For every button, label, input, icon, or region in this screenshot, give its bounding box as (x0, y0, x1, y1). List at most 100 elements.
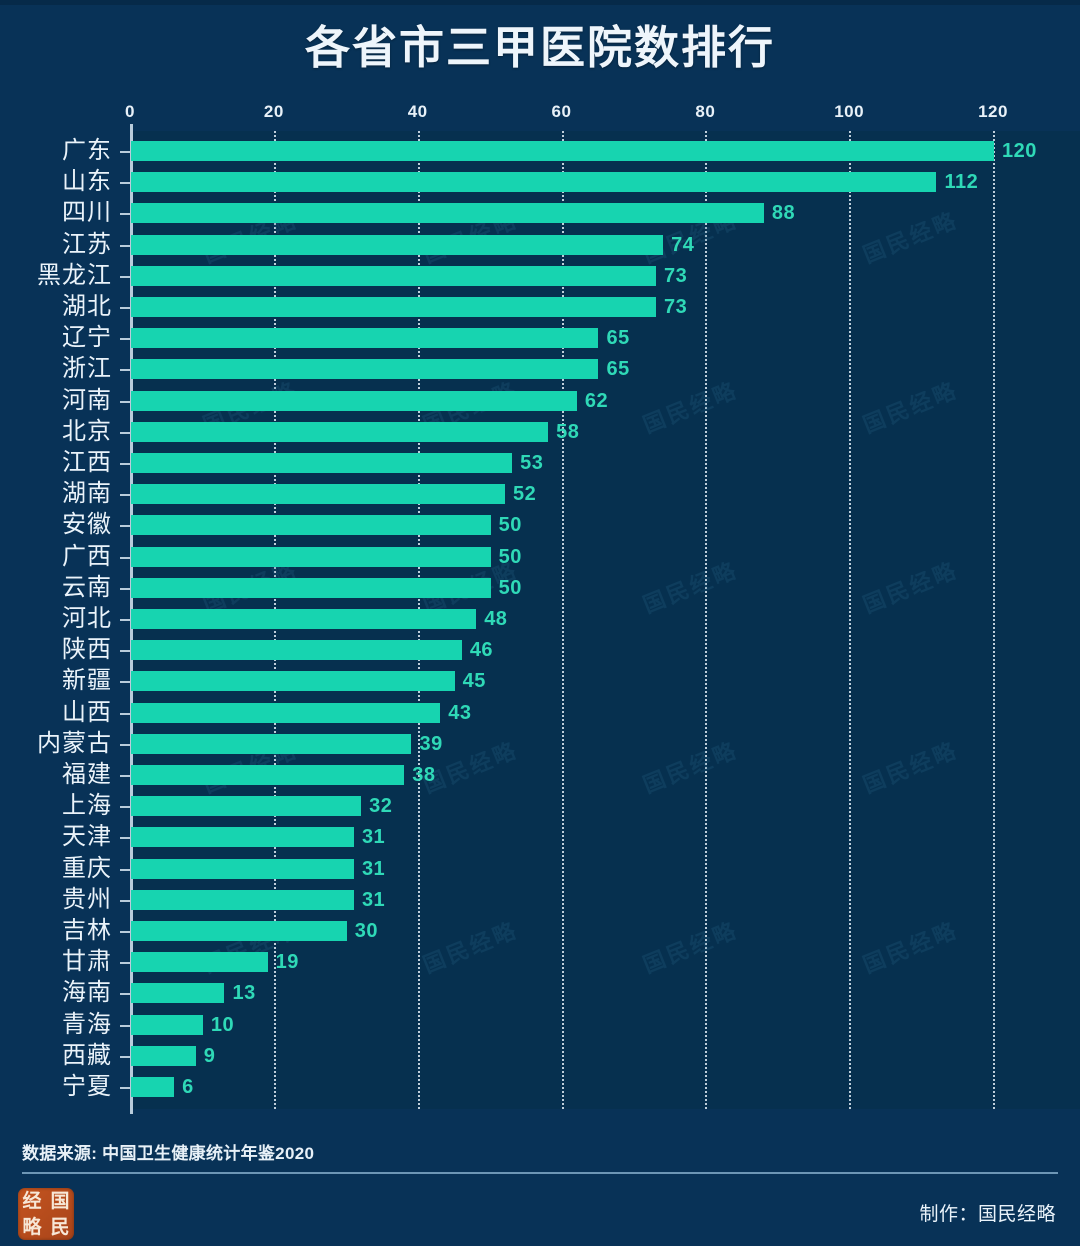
y-tickmark (120, 275, 131, 278)
bar-row: 河北 48 (0, 605, 1080, 632)
bar-row: 广西 50 (0, 543, 1080, 570)
category-label-陕西: 陕西 (62, 636, 112, 664)
bar-重庆[interactable] (131, 858, 354, 879)
bar-陕西[interactable] (131, 640, 462, 661)
bar-福建[interactable] (131, 765, 405, 785)
y-tickmark (120, 1055, 131, 1058)
bar-江西[interactable] (131, 453, 513, 473)
bar-value-广西: 50 (498, 545, 522, 568)
bar-贵州[interactable] (131, 889, 354, 910)
bar-value-安徽: 50 (498, 514, 522, 537)
bar-value-宁夏: 6 (182, 1076, 194, 1098)
bar-row: 甘肃 19 (0, 948, 1080, 975)
y-tickmark (120, 400, 131, 403)
category-label-山西: 山西 (62, 698, 112, 726)
category-label-宁夏: 宁夏 (62, 1073, 112, 1100)
bar-河南[interactable] (131, 390, 577, 411)
category-label-安徽: 安徽 (62, 511, 112, 539)
bar-山西[interactable] (131, 702, 441, 723)
bar-row: 重庆 31 (0, 855, 1080, 882)
y-tickmark (120, 307, 131, 309)
bar-湖南[interactable] (131, 484, 505, 505)
bar-value-四川: 88 (771, 202, 796, 225)
category-label-河北: 河北 (62, 605, 112, 632)
x-tick-0: 0 (125, 102, 135, 121)
bar-row: 北京 58 (0, 418, 1080, 445)
bar-row: 江苏 74 (0, 231, 1080, 258)
bar-辽宁[interactable] (131, 328, 599, 349)
bar-内蒙古[interactable] (131, 733, 412, 754)
category-label-江西: 江西 (62, 449, 112, 476)
bar-宁夏[interactable] (131, 1077, 175, 1097)
bar-row: 浙江 65 (0, 355, 1080, 382)
bar-黑龙江[interactable] (131, 265, 656, 286)
bar-青海[interactable] (131, 1014, 203, 1035)
bar-row: 湖南 52 (0, 480, 1080, 507)
y-tickmark (120, 681, 131, 684)
x-tick-100: 100 (834, 102, 865, 121)
y-tickmark (120, 743, 131, 746)
bar-row: 河南 62 (0, 387, 1080, 414)
bar-row: 宁夏 6 (0, 1073, 1080, 1100)
bar-row: 青海 10 (0, 1011, 1080, 1038)
y-tickmark (120, 244, 131, 247)
bar-吉林[interactable] (131, 921, 347, 941)
bar-广东[interactable] (131, 141, 994, 161)
y-tickmark (120, 213, 131, 216)
gridline-120 (993, 131, 995, 1109)
footer-divider (22, 1172, 1058, 1174)
gridline-80 (705, 131, 708, 1109)
category-label-浙江: 浙江 (62, 355, 112, 383)
category-label-吉林: 吉林 (62, 917, 112, 944)
bar-value-广东: 120 (1002, 140, 1037, 162)
bar-湖北[interactable] (131, 297, 656, 317)
category-label-黑龙江: 黑龙江 (37, 261, 112, 289)
brand-logo-icon: 经国略民 (18, 1188, 74, 1240)
bar-安徽[interactable] (131, 515, 491, 536)
bar-value-江西: 53 (520, 452, 544, 474)
top-strip (0, 0, 1080, 5)
bar-row: 陕西 46 (0, 636, 1080, 663)
category-label-河南: 河南 (62, 386, 112, 414)
bar-云南[interactable] (131, 577, 491, 598)
bar-row: 上海 32 (0, 792, 1080, 819)
bar-新疆[interactable] (131, 671, 455, 692)
category-label-广东: 广东 (62, 137, 112, 164)
y-tickmark (120, 1024, 131, 1027)
bar-浙江[interactable] (131, 359, 599, 380)
bar-山东[interactable] (131, 172, 937, 193)
y-tickmark (120, 837, 131, 840)
bar-天津[interactable] (131, 827, 354, 848)
bar-row: 西藏 9 (0, 1042, 1080, 1069)
data-source-label: 数据来源: 中国卫生健康统计年鉴2020 (22, 1144, 315, 1163)
y-tickmark (120, 556, 131, 559)
bar-row: 云南 50 (0, 574, 1080, 601)
logo-char: 经 (22, 1190, 42, 1212)
category-label-上海: 上海 (62, 792, 112, 820)
bar-四川[interactable] (131, 203, 764, 224)
y-tickmark (120, 494, 131, 497)
x-tick-20: 20 (263, 102, 284, 121)
bar-北京[interactable] (131, 421, 549, 442)
category-label-内蒙古: 内蒙古 (37, 729, 112, 757)
bar-河北[interactable] (131, 609, 477, 629)
bar-value-贵州: 31 (361, 888, 386, 911)
y-tickmark (120, 463, 131, 465)
category-label-新疆: 新疆 (62, 667, 112, 695)
category-label-青海: 青海 (62, 1010, 112, 1038)
bar-row: 黑龙江 73 (0, 262, 1080, 289)
bar-广西[interactable] (131, 546, 491, 567)
bar-江苏[interactable] (131, 234, 664, 255)
bar-甘肃[interactable] (131, 952, 268, 973)
y-tickmark (120, 806, 131, 809)
bar-西藏[interactable] (131, 1045, 196, 1066)
category-label-贵州: 贵州 (62, 885, 112, 913)
bar-上海[interactable] (131, 796, 362, 817)
category-label-云南: 云南 (62, 573, 112, 601)
logo-char: 国 (50, 1190, 70, 1212)
bar-value-内蒙古: 39 (419, 732, 443, 755)
bar-value-甘肃: 19 (275, 951, 299, 974)
bar-海南[interactable] (131, 983, 225, 1004)
bar-row: 辽宁 65 (0, 324, 1080, 351)
